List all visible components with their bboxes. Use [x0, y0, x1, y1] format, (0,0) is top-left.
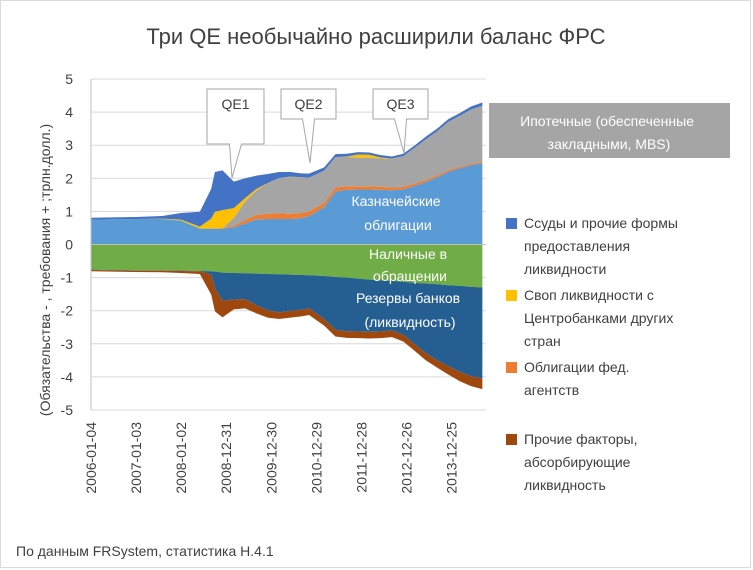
legend-swatch: [506, 362, 517, 373]
legend-label: Своп ликвидности с Центробанками других ст…: [524, 287, 673, 349]
chart-title: Три QE необычайно расширили баланс ФРС: [146, 24, 605, 49]
y-tick-label: 5: [65, 71, 73, 87]
legend-item-loans: Ссуды и прочие формы предоставления ликвид…: [506, 215, 678, 277]
y-tick-label: 0: [65, 237, 73, 253]
area-mbs: [90, 105, 483, 229]
y-tick-label: -4: [61, 369, 74, 385]
qe-callouts: QE1 QE2 QE3: [206, 88, 429, 179]
y-axis-label: (Обязательства - , требования + ;трлн.до…: [37, 124, 53, 416]
y-tick-label: 2: [65, 170, 73, 186]
y-tick-label: -1: [61, 270, 74, 286]
source-note: По данным FRSystem, статистика H.4.1: [16, 543, 274, 559]
mbs-label-box: Ипотечные (обеспеченные закладными, MBS): [489, 103, 730, 158]
legend-label: Облигации фед. агентств: [524, 359, 629, 398]
treasuries-label: Казначейские облигации: [352, 193, 445, 233]
x-tick-label: 2012-12-26: [398, 422, 414, 494]
callout-label: QE2: [294, 96, 322, 112]
legend-swatch: [506, 218, 517, 229]
legend-swatch: [506, 290, 517, 301]
mbs-label: Ипотечные (обеспеченные закладными, MBS): [520, 113, 698, 152]
legend-item-swaps: Своп ликвидности с Центробанками других ст…: [506, 287, 673, 349]
area-reserves: [90, 269, 483, 379]
area-agency: [90, 162, 483, 229]
legend-item-other: Прочие факторы, абсорбирующие ликвидность: [506, 431, 637, 493]
callout-label: QE3: [386, 96, 414, 112]
x-ticks: 2006-01-04 2007-01-03 2008-01-02 2008-12-31…: [83, 422, 459, 494]
x-tick-label: 2008-01-02: [173, 422, 189, 494]
y-tick-label: 1: [65, 203, 73, 219]
callout-qe1: QE1: [206, 88, 265, 179]
legend-swatch: [506, 434, 517, 445]
y-tick-label: -3: [61, 336, 74, 352]
areas: [90, 102, 483, 390]
legend-label: Прочие факторы, абсорбирующие ликвидность: [524, 431, 637, 493]
x-tick-label: 2008-12-31: [218, 422, 234, 494]
area-treasuries: [90, 163, 483, 245]
callout-qe2: QE2: [280, 88, 337, 164]
x-tick-label: 2010-12-29: [308, 422, 324, 494]
legend-label: Ссуды и прочие формы предоставления ликвид…: [524, 215, 678, 277]
y-tick-label: 3: [65, 137, 73, 153]
y-tick-label: 4: [65, 104, 73, 120]
y-ticks: 5 4 3 2 1 0 -1 -2 -3 -4 -5: [61, 71, 74, 418]
callout-label: QE1: [221, 96, 249, 112]
area-currency: [90, 244, 483, 288]
x-tick-label: 2009-12-30: [263, 422, 279, 494]
legend: Ссуды и прочие формы предоставления ликвид…: [506, 215, 678, 493]
x-tick-label: 2013-12-25: [443, 422, 459, 494]
x-tick-label: 2006-01-04: [83, 422, 99, 494]
y-tick-label: -5: [61, 402, 74, 418]
currency-label: Наличные в обращении: [369, 246, 451, 284]
axes: [90, 79, 486, 410]
legend-item-agency: Облигации фед. агентств: [506, 359, 629, 398]
x-tick-label: 2007-01-03: [128, 422, 144, 494]
x-tick-label: 2011-12-28: [353, 422, 369, 493]
y-tick-label: -2: [61, 303, 74, 319]
callout-qe3: QE3: [372, 88, 429, 154]
reserves-label: Резервы банков (ликвидность): [356, 290, 464, 330]
